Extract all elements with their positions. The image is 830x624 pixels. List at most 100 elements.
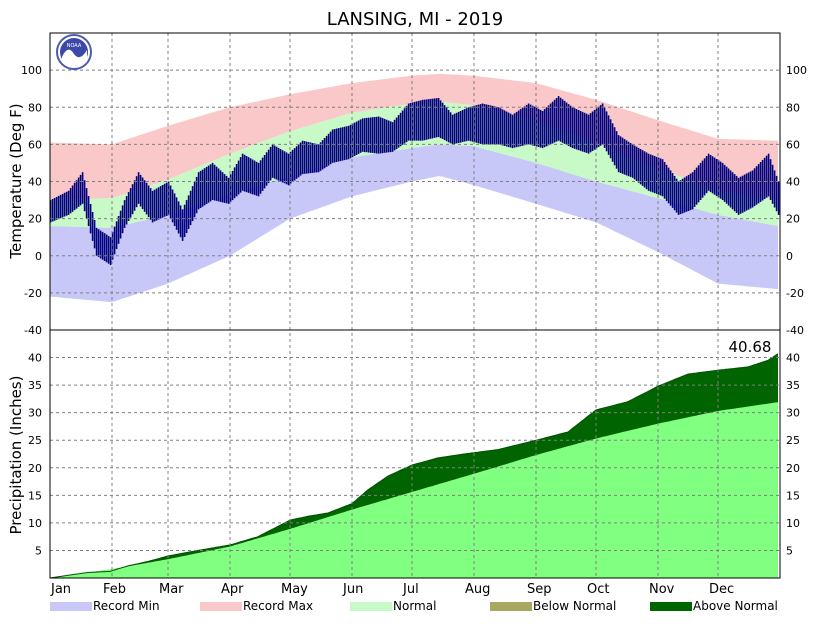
observed-temperature-bar — [333, 129, 336, 163]
temperature-tick-label-left: 40 — [28, 176, 42, 189]
observed-temperature-bar — [347, 125, 350, 160]
observed-temperature-bar — [513, 113, 516, 148]
observed-temperature-bar — [477, 104, 480, 144]
observed-temperature-bar — [763, 157, 766, 200]
observed-temperature-bar — [221, 172, 224, 203]
temperature-axis-label: Temperature (Deg F) — [7, 103, 25, 259]
observed-temperature-bar — [493, 106, 496, 145]
temperature-tick-label-left: 20 — [28, 213, 42, 226]
observed-temperature-bar — [449, 112, 452, 144]
observed-temperature-bar — [167, 181, 170, 215]
observed-temperature-bar — [485, 104, 488, 145]
observed-temperature-bar — [419, 100, 422, 141]
observed-temperature-bar — [83, 180, 86, 212]
precipitation-tick-label-right: 15 — [786, 489, 800, 502]
observed-temperature-bar — [685, 176, 688, 212]
observed-temperature-bar — [607, 115, 610, 155]
observed-temperature-bar — [341, 127, 344, 161]
observed-temperature-bar — [581, 111, 584, 152]
temperature-tick-label-right: 80 — [786, 101, 800, 114]
observed-temperature-bar — [203, 168, 206, 206]
observed-temperature-bar — [751, 170, 754, 208]
observed-temperature-bar — [325, 135, 328, 167]
observed-temperature-bar — [415, 101, 418, 141]
observed-temperature-bar — [411, 102, 414, 141]
month-tick-label: Jul — [402, 582, 419, 597]
observed-temperature-bar — [453, 113, 456, 144]
observed-temperature-bar — [109, 237, 112, 265]
observed-temperature-bar — [695, 167, 698, 205]
observed-temperature-bar — [433, 98, 436, 138]
observed-temperature-bar — [609, 119, 612, 159]
observed-temperature-bar — [373, 117, 376, 154]
observed-temperature-bar — [57, 195, 60, 219]
observed-temperature-bar — [247, 157, 250, 193]
observed-temperature-bar — [361, 118, 364, 152]
observed-temperature-bar — [159, 186, 162, 219]
month-tick-label: Oct — [587, 582, 609, 597]
legend-label: Above Normal — [693, 599, 778, 613]
temperature-tick-label-left: 0 — [35, 250, 42, 263]
observed-temperature-bar — [775, 175, 778, 212]
observed-temperature-bar — [589, 113, 592, 153]
observed-temperature-bar — [379, 117, 382, 154]
observed-temperature-bar — [601, 103, 604, 145]
observed-temperature-bar — [77, 177, 80, 207]
observed-temperature-bar — [593, 109, 596, 150]
legend: Record Min Record Max Normal Below Normal Ab… — [50, 599, 778, 613]
observed-temperature-bar — [53, 198, 56, 221]
observed-temperature-bar — [369, 117, 372, 153]
temperature-tick-label-right: -20 — [786, 287, 804, 300]
observed-temperature-bar — [465, 108, 468, 142]
observed-temperature-bar — [179, 205, 182, 238]
precipitation-tick-label-left: 20 — [28, 462, 42, 475]
observed-temperature-bar — [189, 190, 192, 226]
observed-temperature-bar — [769, 159, 772, 200]
observed-temperature-bar — [317, 144, 320, 173]
month-tick-label: Apr — [221, 582, 244, 597]
observed-temperature-bar — [479, 104, 482, 144]
observed-temperature-bar — [469, 106, 472, 142]
observed-temperature-bar — [457, 111, 460, 143]
observed-temperature-bar — [91, 212, 94, 241]
observed-temperature-bar — [731, 172, 734, 210]
observed-temperature-bar — [515, 111, 518, 148]
observed-temperature-bar — [409, 103, 412, 141]
observed-temperature-bar — [387, 120, 390, 153]
observed-temperature-bar — [79, 174, 82, 206]
observed-temperature-bar — [157, 187, 160, 220]
observed-temperature-bar — [623, 139, 626, 175]
observed-temperature-bar — [715, 159, 718, 197]
observed-temperature-bar — [667, 167, 670, 204]
observed-temperature-bar — [229, 174, 232, 202]
observed-temperature-bar — [735, 175, 738, 213]
observed-temperature-bar — [727, 168, 730, 206]
observed-temperature-bar — [141, 177, 144, 210]
observed-temperature-bar — [259, 160, 262, 194]
observed-temperature-bar — [427, 99, 430, 140]
month-tick-label: Jan — [50, 582, 71, 597]
observed-temperature-bar — [647, 153, 650, 191]
observed-temperature-bar — [425, 99, 428, 140]
observed-temperature-bar — [207, 165, 210, 203]
observed-temperature-bar — [237, 160, 240, 195]
observed-temperature-bar — [447, 109, 450, 143]
observed-temperature-bar — [233, 167, 236, 199]
observed-temperature-bar — [587, 114, 590, 154]
observed-temperature-bar — [713, 157, 716, 195]
observed-temperature-bar — [87, 196, 90, 227]
observed-temperature-bar — [563, 100, 566, 144]
observed-temperature-bar — [697, 165, 700, 203]
observed-temperature-bar — [239, 157, 242, 193]
observed-temperature-bar — [619, 136, 622, 173]
observed-temperature-bar — [313, 143, 316, 173]
observed-temperature-bar — [351, 123, 354, 158]
noaa-logo-icon — [56, 34, 92, 70]
month-tick-label: Mar — [159, 582, 184, 597]
observed-temperature-bar — [475, 105, 478, 143]
observed-temperature-bar — [459, 111, 462, 143]
observed-temperature-bar — [145, 182, 148, 215]
observed-temperature-bar — [205, 166, 208, 204]
observed-temperature-bar — [557, 96, 560, 141]
